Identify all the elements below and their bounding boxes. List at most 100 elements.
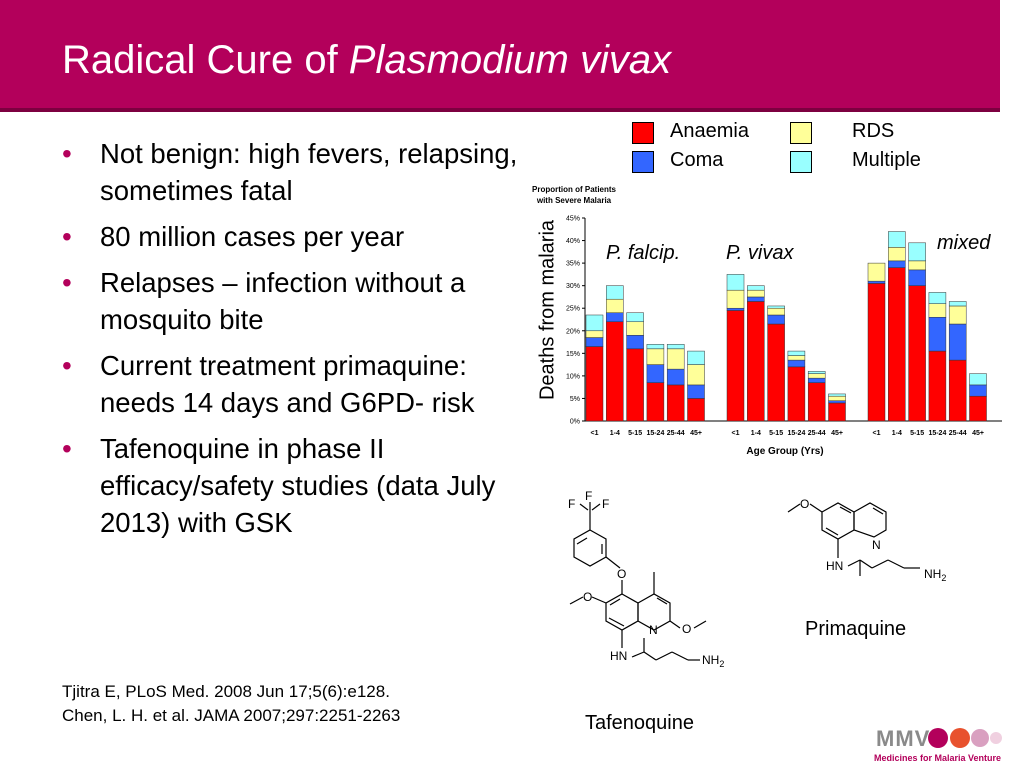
bar-segment-anaemia [828, 402, 846, 422]
x-tick-label: <1 [873, 430, 881, 437]
bar-segment-coma [767, 314, 785, 325]
bullet-item: • 80 million cases per year [62, 218, 532, 255]
deaths-from-malaria-label: Deaths from malaria [536, 219, 559, 401]
bar-segment-coma [908, 269, 926, 286]
bar-segment-anaemia [606, 321, 624, 422]
bullet-dot-icon: • [62, 433, 72, 464]
bullet-item: • Tafenoquine in phase II efficacy/safety… [62, 430, 532, 541]
atom-f: F [602, 497, 609, 511]
x-tick-label: <1 [732, 430, 740, 437]
bar-segment-anaemia [585, 346, 604, 422]
bar-segment-rds [867, 262, 886, 282]
x-tick-label: 25-44 [949, 430, 967, 437]
x-tick-label: 15-24 [646, 430, 664, 437]
bar-segment-multiple [626, 312, 644, 323]
legend-swatch-multiple [790, 151, 812, 173]
bar-segment-multiple [687, 350, 705, 365]
bar-segment-multiple [585, 314, 604, 332]
bar-segment-coma [787, 359, 806, 368]
x-tick-label: 25-44 [808, 430, 826, 437]
y-tick-label: 45% [566, 216, 580, 223]
reference-line: Tjitra E, PLoS Med. 2008 Jun 17;5(6):e12… [62, 682, 390, 701]
legend-swatch-rds [790, 122, 812, 144]
chart-legend: Anaemia RDS Coma Multiple [632, 120, 962, 176]
atom-subscript: 2 [941, 573, 946, 583]
mmv-logo-circles-icon [928, 728, 1002, 748]
bar-segment-rds [726, 289, 745, 309]
bar-segment-multiple [767, 305, 785, 309]
bar-segment-rds [666, 348, 685, 370]
atom-f: F [568, 497, 575, 511]
tafenoquine-structure: F F F O O N O HN NH2 [568, 489, 724, 669]
bullet-item: • Current treatment primaquine: needs 14 … [62, 347, 532, 421]
group-label-falciparum: P. falcip. [606, 242, 681, 264]
atom-subscript: 2 [719, 659, 724, 669]
title-bar: Radical Cure of Plasmodium vivax [0, 0, 1000, 112]
references: Tjitra E, PLoS Med. 2008 Jun 17;5(6):e12… [62, 680, 400, 728]
bar-segment-coma [626, 335, 644, 350]
x-axis-label: Age Group (Yrs) [746, 446, 823, 457]
bullet-dot-icon: • [62, 221, 72, 252]
bar-segment-multiple [646, 344, 665, 350]
bar-segment-anaemia [646, 382, 665, 422]
legend-label-coma: Coma [670, 149, 724, 171]
atom-nh: NH [924, 567, 941, 581]
atom-nh: NH [702, 653, 719, 667]
bar-segment-rds [948, 305, 967, 325]
bar-segment-rds [828, 395, 846, 401]
x-tick-label: 45+ [831, 430, 843, 437]
x-tick-label: <1 [591, 430, 599, 437]
bar-segment-rds [646, 348, 665, 365]
bar-segment-coma [646, 364, 665, 383]
bullet-text: Relapses – infection without a mosquito … [100, 267, 466, 335]
mmv-logo-tagline: Medicines for Malaria Venture [874, 753, 1002, 763]
reference-line: Chen, L. H. et al. JAMA 2007;297:2251-22… [62, 706, 401, 725]
bar-segment-rds [626, 321, 644, 336]
bar-segment-multiple [666, 344, 685, 350]
primaquine-structure: O N HN NH2 [787, 497, 946, 583]
x-tick-label: 1-4 [892, 430, 902, 437]
bar-segment-multiple [787, 350, 806, 356]
mmv-logo: MMV Medicines for Malaria Venture [860, 724, 1002, 764]
bar-segment-rds [687, 364, 705, 386]
bar-segment-coma [726, 307, 745, 311]
bar-segment-multiple [948, 301, 967, 307]
y-tick-label: 20% [566, 328, 580, 335]
atom-hn: HN [826, 559, 843, 573]
x-tick-label: 5-15 [910, 430, 924, 437]
bar-segment-multiple [928, 292, 947, 304]
bullet-text: 80 million cases per year [100, 221, 405, 252]
bar-segment-rds [807, 373, 826, 379]
bar-segment-anaemia [687, 398, 705, 422]
x-tick-label: 15-24 [787, 430, 805, 437]
bar-segment-multiple [807, 371, 826, 374]
atom-hn: HN [610, 649, 627, 663]
bar-segment-rds [747, 289, 765, 298]
tafenoquine-name: Tafenoquine [585, 712, 694, 734]
bar-segment-anaemia [928, 350, 947, 422]
group-label-vivax: P. vivax [726, 242, 794, 264]
chart-title: Proportion of Patients with Severe Malar… [532, 185, 616, 205]
atom-nh2: NH2 [924, 567, 946, 583]
bar-segment-coma [606, 312, 624, 323]
bullet-text: Current treatment primaquine: needs 14 d… [100, 350, 475, 418]
bullet-item: • Not benign: high fevers, relapsing, som… [62, 135, 532, 209]
bar-segment-rds [908, 260, 926, 271]
bullet-dot-icon: • [62, 138, 72, 169]
bar-segment-multiple [908, 242, 926, 262]
bullet-item: • Relapses – infection without a mosquito… [62, 264, 532, 338]
y-tick-label: 40% [566, 238, 580, 245]
bar-segment-coma [867, 280, 886, 284]
mmv-logo-text: MMV [876, 726, 931, 751]
legend-label-anaemia: Anaemia [670, 120, 749, 142]
bar-segment-anaemia [666, 384, 685, 422]
bar-segment-coma [969, 384, 987, 397]
bar-segment-anaemia [969, 395, 987, 422]
logo-circle-icon [971, 729, 989, 747]
severe-malaria-chart: Proportion of Patients with Severe Malar… [530, 180, 1010, 470]
slide-title: Radical Cure of Plasmodium vivax [62, 38, 671, 83]
y-tick-label: 15% [566, 351, 580, 358]
bar-segment-rds [928, 303, 947, 318]
bar-segment-multiple [828, 393, 846, 397]
atom-o: O [800, 497, 809, 511]
